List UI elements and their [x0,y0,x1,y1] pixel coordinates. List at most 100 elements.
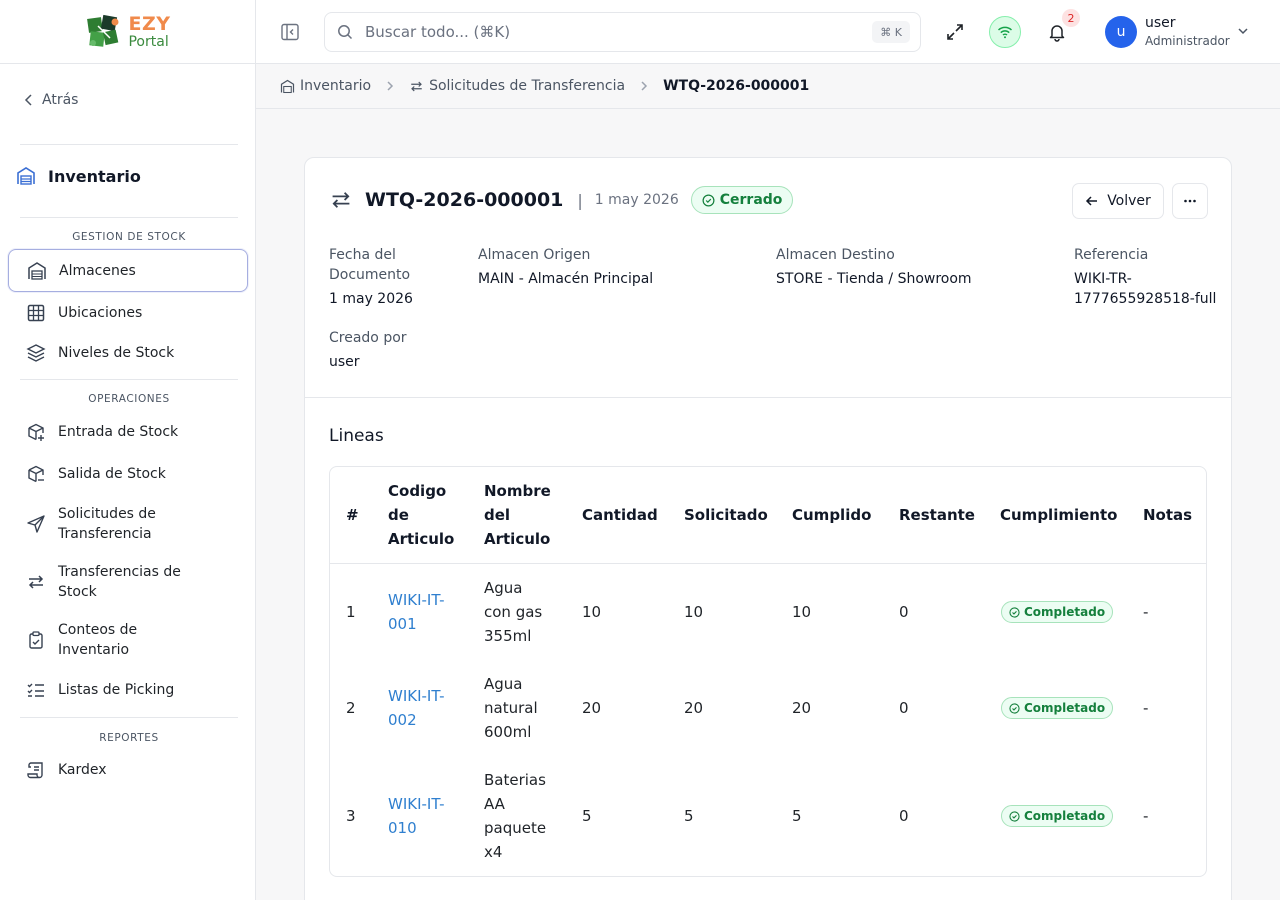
scroll-icon [27,762,43,779]
cell-num: 1 [346,603,356,621]
warehouse-icon [17,167,35,185]
avatar[interactable]: u [1105,16,1137,48]
document-card: WTQ-2026-000001 | 1 may 2026 Cerrado Vol… [304,157,1232,900]
chevron-down-icon[interactable] [1236,24,1250,38]
col-header-qty: Cantidad [582,506,658,524]
more-horizontal-icon [1184,199,1196,203]
back-button[interactable]: Volver [1072,183,1164,219]
sidebar-item-listas-picking[interactable]: Listas de Picking [8,679,248,701]
item-code-link[interactable]: WIKI-IT- 010 [388,795,445,837]
col-header-num: # [346,506,359,524]
document-header: WTQ-2026-000001 | 1 may 2026 Cerrado [329,186,794,214]
cell-qty: 5 [582,807,592,825]
cell-fulfilled: 10 [792,603,812,621]
divider [20,144,238,145]
cell-remaining: 0 [899,603,909,621]
divider [20,379,238,380]
module-title: Inventario [16,166,141,186]
fulfillment-badge: Completado [1001,805,1114,827]
sidebar-item-salida-stock[interactable]: Salida de Stock [8,463,248,485]
col-header-notes: Notas [1143,506,1193,524]
brand-name-top: EZY [128,12,171,35]
user-name[interactable]: user [1145,15,1176,31]
ezy-logo-icon [87,14,119,47]
user-role: Administrador [1145,34,1230,48]
section-label-stock: GESTION DE STOCK [72,231,186,243]
breadcrumb-solicitudes[interactable]: Solicitudes de Transferencia [409,78,625,94]
list-checks-icon [27,683,44,697]
sidebar-item-solicitudes-transferencia[interactable]: Solicitudes de Transferencia [8,503,248,545]
top-bar: ⌘ K 2 u user Administrador [256,0,1280,64]
cell-notes: - [1143,603,1149,621]
sidebar-item-niveles-stock[interactable]: Niveles de Stock [8,342,248,364]
send-icon [27,515,45,533]
check-circle-icon [1009,702,1020,714]
global-search[interactable]: ⌘ K [324,12,921,52]
sidebar-item-kardex[interactable]: Kardex [8,759,248,781]
sidebar-item-transferencias-stock[interactable]: Transferencias de Stock [8,561,248,603]
breadcrumb-current: WTQ-2026-000001 [663,78,810,94]
status-badge: Cerrado [690,186,794,214]
back-link[interactable]: Atrás [24,92,78,108]
field-created-by: Creado por user [329,330,407,370]
field-origin: Almacen Origen MAIN - Almacén Principal [478,247,654,287]
col-header-requested: Solicitado [684,506,768,524]
item-code-link[interactable]: WIKI-IT- 001 [388,591,445,633]
search-input[interactable] [365,23,845,41]
search-shortcut: ⌘ K [872,21,910,43]
cell-remaining: 0 [899,807,909,825]
bell-icon[interactable] [1047,22,1067,42]
item-code-link[interactable]: WIKI-IT- 002 [388,687,445,729]
sidebar-item-conteos-inventario[interactable]: Conteos de Inventario [8,619,248,661]
breadcrumb-inventario[interactable]: Inventario [280,78,371,94]
sidebar-item-almacenes[interactable]: Almacenes [8,249,248,292]
package-plus-icon [28,423,44,441]
chevron-right-icon [387,81,394,91]
divider [20,217,238,218]
cell-fulfilled: 5 [792,807,802,825]
connection-status[interactable] [989,16,1021,48]
sidebar-toggle-icon[interactable] [280,22,300,42]
warehouse-icon [280,79,295,93]
section-label-operaciones: OPERACIONES [88,393,170,405]
notification-badge: 2 [1062,9,1080,27]
fulfillment-badge: Completado [1001,601,1114,623]
check-circle-icon [702,194,715,206]
cell-remaining: 0 [899,699,909,717]
sidebar-item-entrada-stock[interactable]: Entrada de Stock [8,421,248,443]
field-destination: Almacen Destino STORE - Tienda / Showroo… [776,247,972,287]
chevron-left-icon [24,94,32,106]
more-actions-button[interactable] [1172,183,1208,219]
cell-notes: - [1143,699,1149,717]
brand-name-bottom: Portal [128,33,169,50]
divider [330,563,1206,564]
fullscreen-icon[interactable] [945,22,965,42]
lines-table: # Codigo de Articulo Nombre del Articulo Can… [329,466,1207,877]
layers-icon [26,344,46,362]
cell-item-name: Baterias AA paquete x4 [484,771,547,861]
sidebar-item-ubicaciones[interactable]: Ubicaciones [8,302,248,324]
brand-logo[interactable]: EZY Portal [0,0,255,64]
arrow-left-icon [1086,196,1098,206]
cell-qty: 20 [582,699,602,717]
arrows-left-right-icon [332,192,350,208]
fulfillment-badge: Completado [1001,697,1114,719]
divider [305,397,1231,398]
clipboard-check-icon [29,631,43,649]
cell-fulfilled: 20 [792,699,812,717]
document-date: 1 may 2026 [594,192,679,208]
cell-item-name: Agua con gas 355ml [484,579,543,645]
col-header-remaining: Restante [899,506,975,524]
cell-qty: 10 [582,603,602,621]
breadcrumb: Inventario Solicitudes de Transferencia … [256,64,1280,109]
lines-title: Lineas [329,426,384,446]
cell-num: 2 [346,699,356,717]
check-circle-icon [1009,606,1020,618]
divider [20,717,238,718]
title-separator: | [577,190,583,210]
grid-icon [27,304,45,322]
field-reference: Referencia WIKI-TR- 1777655928518-full [1074,247,1217,307]
cell-requested: 20 [684,699,704,717]
package-minus-icon [28,465,44,483]
section-label-reportes: REPORTES [99,732,159,744]
